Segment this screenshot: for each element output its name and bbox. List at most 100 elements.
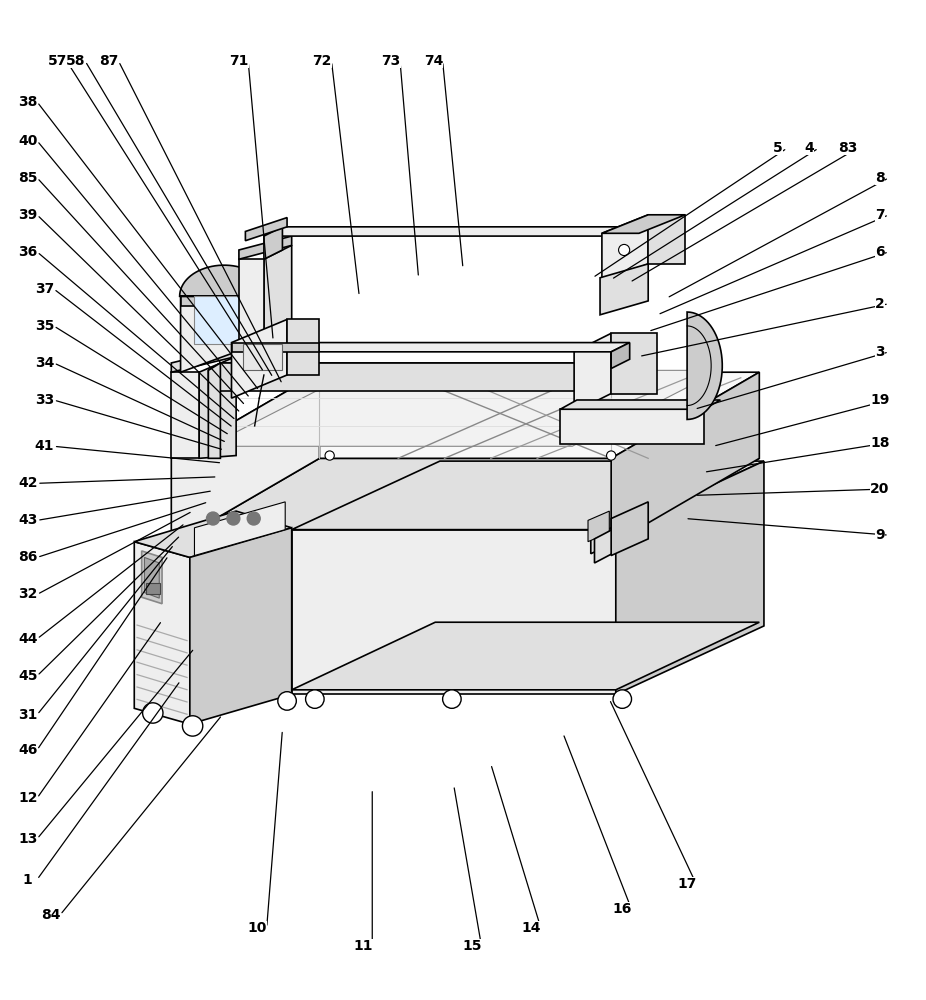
Text: 36: 36	[19, 245, 37, 259]
Text: 12: 12	[18, 791, 38, 805]
Polygon shape	[611, 333, 657, 394]
Polygon shape	[208, 363, 220, 458]
Text: 44: 44	[18, 632, 38, 646]
Polygon shape	[611, 502, 648, 556]
Polygon shape	[208, 363, 220, 398]
Circle shape	[597, 368, 607, 377]
Polygon shape	[236, 273, 267, 352]
Text: 16: 16	[613, 902, 632, 916]
Polygon shape	[264, 245, 292, 375]
Text: 2: 2	[875, 297, 884, 311]
Polygon shape	[292, 530, 616, 694]
Polygon shape	[232, 319, 287, 398]
Polygon shape	[171, 372, 199, 458]
Circle shape	[619, 244, 630, 256]
Polygon shape	[142, 551, 162, 604]
Polygon shape	[264, 227, 282, 259]
Text: 74: 74	[424, 54, 443, 68]
Text: 57: 57	[48, 54, 67, 68]
Polygon shape	[194, 296, 248, 344]
Text: 10: 10	[248, 921, 267, 935]
Polygon shape	[171, 347, 236, 372]
Polygon shape	[264, 227, 639, 236]
Polygon shape	[181, 273, 236, 372]
Polygon shape	[611, 343, 630, 369]
Polygon shape	[194, 502, 285, 556]
Circle shape	[278, 692, 296, 710]
Polygon shape	[239, 259, 264, 375]
Text: 5: 5	[773, 141, 782, 155]
Circle shape	[247, 512, 260, 525]
Polygon shape	[287, 319, 319, 375]
Text: 72: 72	[313, 54, 332, 68]
Circle shape	[206, 512, 219, 525]
Polygon shape	[243, 344, 282, 370]
Text: 45: 45	[18, 669, 38, 683]
Polygon shape	[292, 622, 759, 690]
Polygon shape	[264, 347, 292, 384]
Text: 20: 20	[870, 482, 889, 496]
Text: 31: 31	[19, 708, 37, 722]
Text: 73: 73	[382, 54, 400, 68]
Text: 33: 33	[35, 393, 54, 407]
Text: 35: 35	[35, 319, 54, 333]
Text: 14: 14	[521, 921, 542, 935]
Text: 83: 83	[839, 141, 857, 155]
Circle shape	[325, 451, 334, 460]
Text: 43: 43	[19, 513, 37, 527]
Polygon shape	[257, 343, 630, 352]
Text: 58: 58	[66, 54, 86, 68]
Polygon shape	[560, 409, 704, 444]
Text: 38: 38	[19, 95, 37, 109]
Polygon shape	[181, 296, 267, 306]
Text: 87: 87	[100, 54, 119, 68]
Text: 32: 32	[19, 587, 37, 601]
Text: 11: 11	[353, 939, 373, 953]
Polygon shape	[574, 333, 611, 412]
Text: 7: 7	[875, 208, 884, 222]
Circle shape	[182, 716, 203, 736]
Text: 9: 9	[875, 528, 884, 542]
Circle shape	[607, 451, 616, 460]
Polygon shape	[257, 343, 276, 370]
Polygon shape	[560, 400, 720, 409]
Polygon shape	[594, 520, 630, 563]
Polygon shape	[208, 370, 720, 446]
Polygon shape	[292, 461, 764, 530]
Polygon shape	[199, 356, 236, 458]
Text: 71: 71	[230, 54, 248, 68]
Circle shape	[227, 512, 240, 525]
Polygon shape	[208, 363, 619, 370]
Polygon shape	[232, 343, 319, 352]
Polygon shape	[588, 511, 609, 542]
Polygon shape	[144, 557, 159, 598]
Polygon shape	[687, 312, 722, 419]
Text: 46: 46	[19, 743, 37, 757]
Text: 39: 39	[19, 208, 37, 222]
Text: 18: 18	[870, 436, 890, 450]
Polygon shape	[171, 372, 319, 544]
Text: 1: 1	[23, 873, 32, 887]
Polygon shape	[171, 372, 759, 458]
Text: 3: 3	[875, 345, 884, 359]
Polygon shape	[602, 215, 648, 282]
Circle shape	[306, 690, 324, 708]
Text: 15: 15	[462, 939, 482, 953]
Text: 17: 17	[678, 877, 696, 891]
Polygon shape	[239, 236, 292, 259]
Text: 34: 34	[35, 356, 54, 370]
Text: 85: 85	[18, 171, 38, 185]
Text: 40: 40	[19, 134, 37, 148]
Polygon shape	[611, 372, 759, 544]
Text: 37: 37	[35, 282, 54, 296]
Text: 6: 6	[875, 245, 884, 259]
Polygon shape	[591, 528, 611, 554]
Circle shape	[143, 703, 163, 723]
Polygon shape	[134, 542, 190, 724]
Text: 86: 86	[19, 550, 37, 564]
Polygon shape	[600, 264, 648, 315]
Polygon shape	[607, 363, 619, 391]
Polygon shape	[602, 215, 685, 233]
Bar	[146, 583, 160, 594]
Polygon shape	[220, 363, 607, 391]
